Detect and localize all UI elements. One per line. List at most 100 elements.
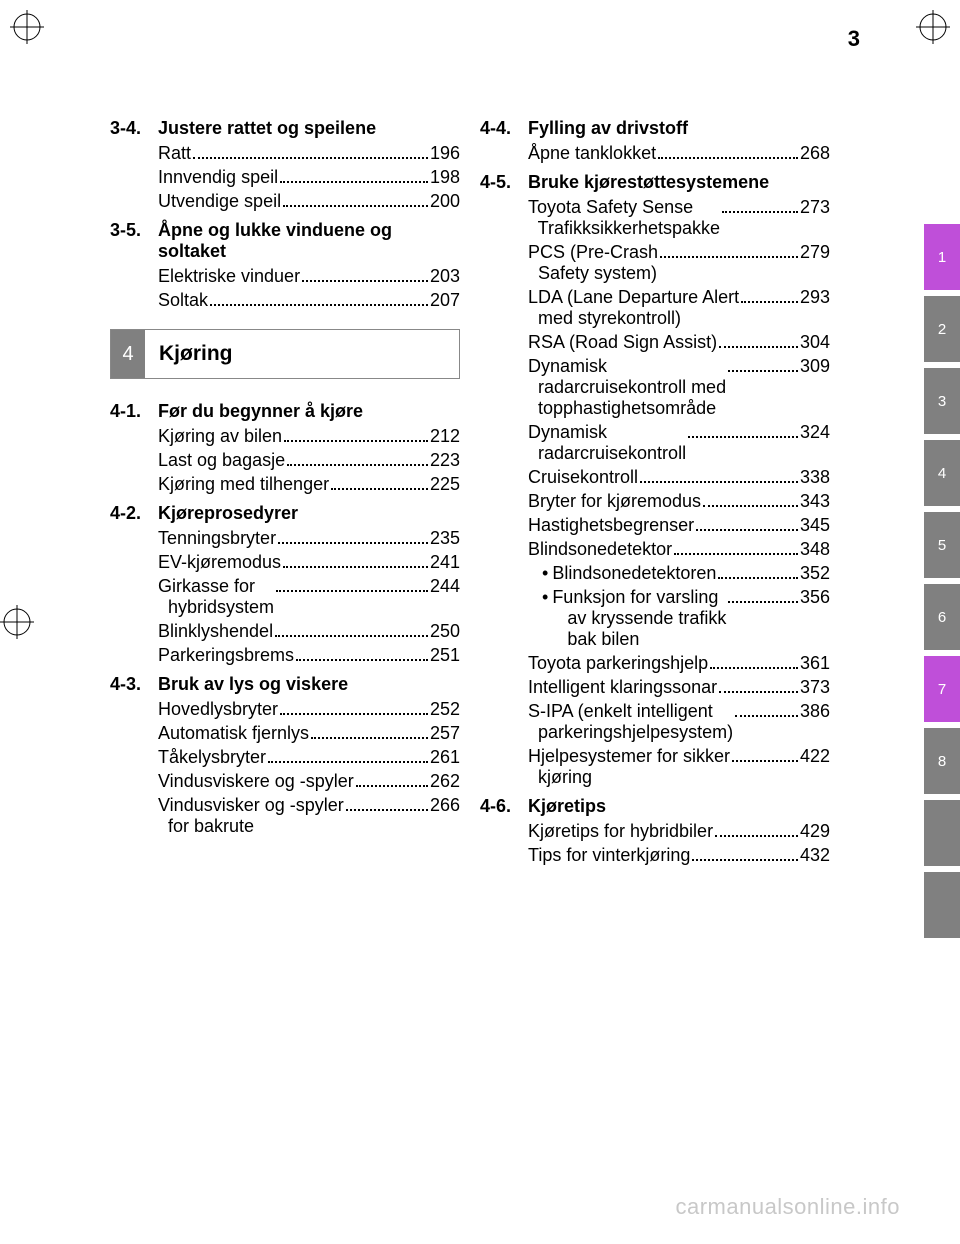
entry-page: 273 <box>800 197 830 218</box>
entry-label: Hastighetsbegrenser <box>528 515 694 536</box>
entry-page: 356 <box>800 587 830 608</box>
leader-dots <box>331 488 428 490</box>
bullet-icon: • <box>542 587 548 608</box>
entry-label: Funksjon for varsling av kryssende trafi… <box>552 587 726 650</box>
leader-dots <box>719 346 798 348</box>
entry-page: 223 <box>430 450 460 471</box>
section-number: 4-5. <box>480 172 528 193</box>
leader-dots <box>719 691 798 693</box>
side-tab-2[interactable]: 2 <box>924 296 960 362</box>
entry-page: 345 <box>800 515 830 536</box>
entry-page: 343 <box>800 491 830 512</box>
leader-dots <box>658 157 798 159</box>
entry-page: 352 <box>800 563 830 584</box>
toc-entry: Toyota Safety Sense Trafikksikkerhetspak… <box>528 197 830 239</box>
toc-entry: S-IPA (enkelt intelligent parkeringshjel… <box>528 701 830 743</box>
side-tab-8[interactable]: 8 <box>924 728 960 794</box>
side-tab-7[interactable]: 7 <box>924 656 960 722</box>
bullet-icon: • <box>542 563 548 584</box>
toc-entry: Vindusvisker og -spyler for bakrute266 <box>158 795 460 837</box>
leader-dots <box>640 481 798 483</box>
entry-label: Toyota Safety Sense Trafikksikkerhetspak… <box>528 197 720 239</box>
section-title: Fylling av drivstoff <box>528 118 830 139</box>
leader-dots <box>692 859 798 861</box>
entry-page: 241 <box>430 552 460 573</box>
toc-entry: Tips for vinterkjøring432 <box>528 845 830 866</box>
section-heading: 4-5.Bruke kjørestøttesystemene <box>480 172 830 193</box>
entry-label: Girkasse for hybridsystem <box>158 576 274 618</box>
section-heading: 4-6.Kjøretips <box>480 796 830 817</box>
entry-label: Tåkelysbryter <box>158 747 266 768</box>
entry-label: Blinklyshendel <box>158 621 273 642</box>
leader-dots <box>741 301 798 303</box>
entry-page: 268 <box>800 143 830 164</box>
leader-dots <box>280 713 428 715</box>
leader-dots <box>703 505 798 507</box>
right-column: 4-4.Fylling av drivstoff Åpne tanklokket 2… <box>480 110 830 869</box>
section-number: 4-1. <box>110 401 158 422</box>
side-tab-4[interactable]: 4 <box>924 440 960 506</box>
toc-entry: Dynamisk radarcruisekontroll324 <box>528 422 830 464</box>
entry-page: 422 <box>800 746 830 767</box>
entry-label: Dynamisk radarcruisekontroll med topphas… <box>528 356 726 419</box>
leader-dots <box>346 809 428 811</box>
toc-entry: Parkeringsbrems251 <box>158 645 460 666</box>
entry-label: Innvendig speil <box>158 167 278 188</box>
entry-label: Toyota parkeringshjelp <box>528 653 708 674</box>
chapter-box: 4Kjøring <box>110 329 460 379</box>
section-title: Åpne og lukke vinduene og soltaket <box>158 220 460 262</box>
entry-page: 196 <box>430 143 460 164</box>
entry-label: PCS (Pre-Crash Safety system) <box>528 242 658 284</box>
leader-dots <box>722 211 798 213</box>
leader-dots <box>674 553 798 555</box>
toc-content: 3-4.Justere rattet og speileneRatt196Inn… <box>110 110 830 869</box>
toc-entry: EV-kjøremodus241 <box>158 552 460 573</box>
leader-dots <box>210 304 428 306</box>
entry-label: Hovedlysbryter <box>158 699 278 720</box>
side-tab-1[interactable]: 1 <box>924 224 960 290</box>
toc-entry: Blindsonedetektor348 <box>528 539 830 560</box>
section-heading: 4-4.Fylling av drivstoff <box>480 118 830 139</box>
page-number: 3 <box>848 26 860 52</box>
entry-label: RSA (Road Sign Assist) <box>528 332 717 353</box>
leader-dots <box>268 761 428 763</box>
toc-entry: Elektriske vinduer203 <box>158 266 460 287</box>
entry-label: Vindusviskere og -spyler <box>158 771 354 792</box>
toc-entry: Last og bagasje223 <box>158 450 460 471</box>
leader-dots <box>280 181 428 183</box>
leader-dots <box>278 542 428 544</box>
leader-dots <box>193 157 428 159</box>
entry-page: 244 <box>430 576 460 597</box>
entry-page: 250 <box>430 621 460 642</box>
entry-page: 432 <box>800 845 830 866</box>
entry-page: 429 <box>800 821 830 842</box>
entry-page: 225 <box>430 474 460 495</box>
leader-dots <box>715 835 798 837</box>
chapter-number: 4 <box>111 330 145 378</box>
section-title: Bruke kjørestøttesystemene <box>528 172 830 193</box>
toc-entry: Åpne tanklokket 268 <box>528 143 830 164</box>
side-tab-6[interactable]: 6 <box>924 584 960 650</box>
entry-label: Ratt <box>158 143 191 164</box>
toc-entry: Innvendig speil198 <box>158 167 460 188</box>
toc-entry: Dynamisk radarcruisekontroll med topphas… <box>528 356 830 419</box>
left-column: 3-4.Justere rattet og speileneRatt196Inn… <box>110 110 460 869</box>
section-title: Justere rattet og speilene <box>158 118 460 139</box>
leader-dots <box>728 370 798 372</box>
entry-label: Kjøring med tilhenger <box>158 474 329 495</box>
entry-page: 373 <box>800 677 830 698</box>
entry-label: Hjelpesystemer for sikker kjøring <box>528 746 730 788</box>
toc-entry: Kjøring av bilen212 <box>158 426 460 447</box>
entry-label: Dynamisk radarcruisekontroll <box>528 422 686 464</box>
entry-label: Åpne tanklokket <box>528 143 656 164</box>
section-heading: 4-2.Kjøreprosedyrer <box>110 503 460 524</box>
section-heading: 3-5.Åpne og lukke vinduene og soltaket <box>110 220 460 262</box>
toc-entry: RSA (Road Sign Assist)304 <box>528 332 830 353</box>
side-tab-3[interactable]: 3 <box>924 368 960 434</box>
entry-page: 257 <box>430 723 460 744</box>
section-title: Bruk av lys og viskere <box>158 674 460 695</box>
leader-dots <box>356 785 428 787</box>
side-tab-5[interactable]: 5 <box>924 512 960 578</box>
toc-entry: Vindusviskere og -spyler262 <box>158 771 460 792</box>
toc-entry: Automatisk fjernlys257 <box>158 723 460 744</box>
